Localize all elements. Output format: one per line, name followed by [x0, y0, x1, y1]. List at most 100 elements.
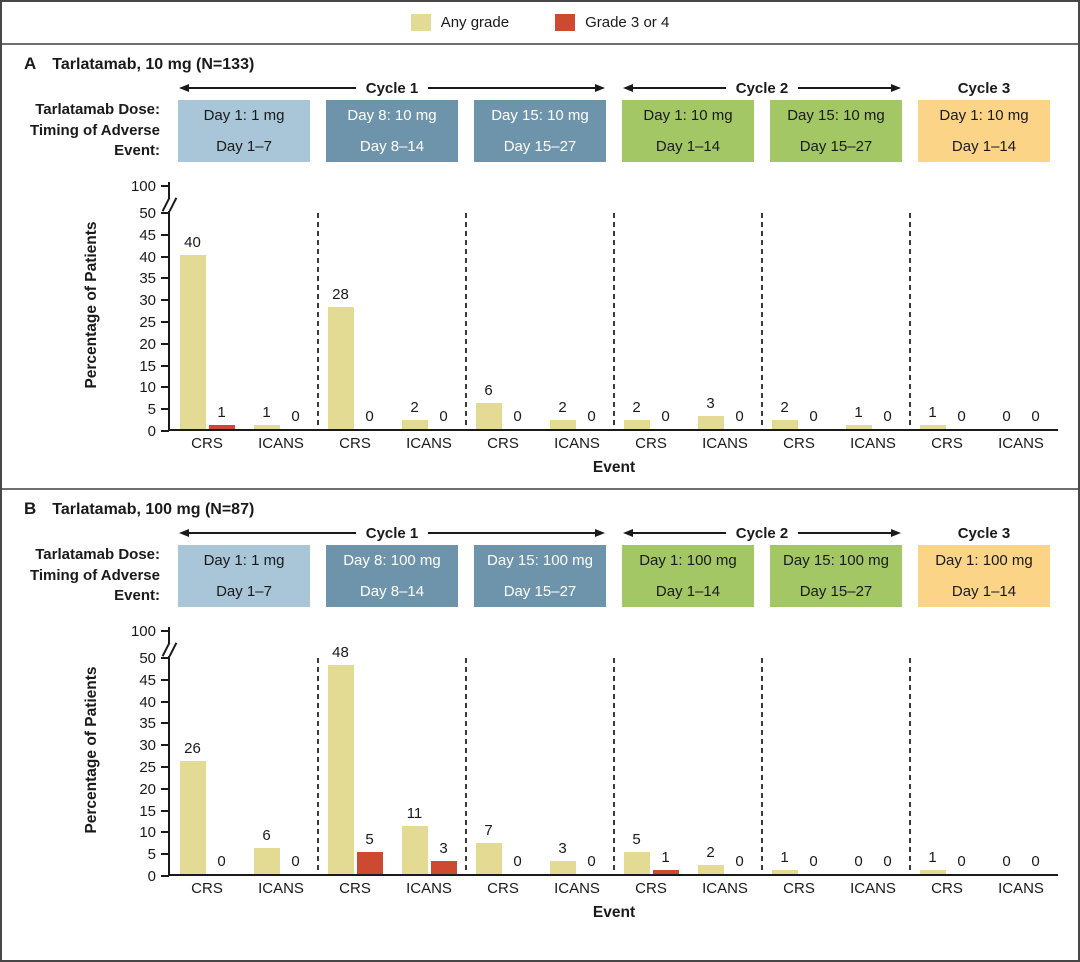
- panel-title-row: A Tarlatamab, 10 mg (N=133): [24, 54, 1058, 74]
- bar-slot: 1: [208, 178, 235, 429]
- bar-slot: 0: [949, 178, 975, 429]
- bar-slot: 1: [652, 623, 679, 874]
- arrow-line: [428, 87, 596, 89]
- y-tick-label: 30: [139, 737, 156, 755]
- y-tick-label: 45: [139, 226, 156, 244]
- bar-slot: 5: [356, 623, 383, 874]
- dose-box: Day 8: 10 mg Day 8–14: [326, 100, 458, 162]
- x-tick-label-icans: ICANS: [998, 880, 1044, 897]
- y-tick-label: 35: [139, 270, 156, 288]
- header-label-1: Tarlatamab Dose:: [35, 101, 160, 118]
- bar-value-label: 0: [513, 853, 522, 870]
- bar-slot: 28: [327, 178, 354, 429]
- bar-slot: 0: [801, 623, 827, 874]
- event-group-crs: 26 0: [170, 623, 244, 874]
- dose-text: Day 15: 10 mg: [787, 107, 885, 124]
- x-label-cell: CRS ICANS: [170, 880, 318, 897]
- bar-slot: 0: [994, 623, 1020, 874]
- bar-slot: 40: [179, 178, 206, 429]
- cycle-label: Cycle 1: [365, 79, 419, 97]
- x-tick-label-crs: CRS: [487, 880, 519, 897]
- y-tick-label: 0: [147, 868, 156, 885]
- arrow-line: [633, 87, 726, 89]
- y-tick-label: 45: [139, 671, 156, 689]
- bar-slot: 6: [253, 623, 280, 874]
- arrow-right-icon: [891, 84, 902, 92]
- chart-area: Percentage of Patients 0 5 10 15 20 25 30 35 40 45…: [22, 623, 1058, 885]
- bar-grade-3-4: [430, 860, 457, 874]
- x-tick-label-icans: ICANS: [406, 435, 452, 452]
- bar-slot: 3: [549, 623, 576, 874]
- dose-box: Day 1: 1 mg Day 1–7: [178, 545, 310, 607]
- bar-slot: 3: [430, 623, 457, 874]
- y-tick-mark: [161, 430, 169, 432]
- bar-slot: 0: [431, 178, 457, 429]
- period-separator: [317, 213, 319, 429]
- x-tick-label-crs: CRS: [783, 880, 815, 897]
- bar-value-label: 3: [558, 839, 567, 857]
- bar-slot: 0: [727, 623, 753, 874]
- cycle-label: Cycle 3: [957, 524, 1011, 542]
- bar-value-label: 0: [1002, 408, 1011, 425]
- bar-value-label: 0: [1031, 408, 1040, 425]
- bar-any-grade: [401, 420, 428, 429]
- bar-value-label: 26: [184, 739, 201, 757]
- y-tick-mark: [161, 212, 169, 214]
- bar-any-grade: [697, 865, 724, 874]
- arrow-line: [798, 532, 892, 534]
- y-tick-mark: [161, 630, 169, 632]
- bar-grade-3-4: [356, 852, 383, 874]
- bar-slot: 0: [727, 178, 753, 429]
- cycle-label: Cycle 1: [365, 524, 419, 542]
- bar-any-grade: [475, 843, 502, 874]
- bar-any-grade: [549, 420, 576, 429]
- bar-value-label: 0: [957, 408, 966, 425]
- x-tick-label-crs: CRS: [191, 880, 223, 897]
- period-cell: 40 1 1 0: [170, 178, 318, 429]
- timing-text: Day 15–27: [503, 138, 577, 155]
- grade-3-4-swatch-icon: [555, 14, 576, 31]
- bar-value-label: 5: [632, 831, 641, 849]
- y-tick-label: 20: [139, 780, 156, 798]
- y-axis-line: [168, 182, 170, 431]
- cycle-span: Cycle 1: [179, 524, 606, 542]
- bar-value-label: 6: [484, 381, 493, 399]
- dose-text: Day 1: 10 mg: [643, 107, 733, 124]
- bar-slot: 0: [283, 178, 309, 429]
- panel-a: A Tarlatamab, 10 mg (N=133) Cycle 1 Cycle 2…: [2, 45, 1078, 490]
- axis-break-icon: [159, 642, 179, 657]
- x-axis-title: Event: [592, 459, 636, 476]
- bar-slot: 1: [845, 178, 872, 429]
- y-axis-line: [168, 627, 170, 876]
- cycle-span: Cycle 2: [623, 525, 902, 542]
- bar-value-label: 0: [735, 408, 744, 425]
- bar-slot: 48: [327, 623, 354, 874]
- bar-any-grade: [253, 847, 280, 874]
- bar-slot: 0: [994, 178, 1020, 429]
- header-labels: Tarlatamab Dose: Timing of Adverse Event:: [22, 545, 170, 607]
- x-tick-label-icans: ICANS: [406, 880, 452, 897]
- bar-value-label: 0: [1031, 853, 1040, 870]
- dose-box: Day 1: 100 mg Day 1–14: [622, 545, 754, 607]
- bar-any-grade: [623, 852, 650, 874]
- bar-slot: 3: [697, 178, 724, 429]
- x-tick-label-icans: ICANS: [258, 880, 304, 897]
- plot-area: 26 0 6 0 48 5 11 3 7 0 3 0 5 1 2 0 1 0 0 0 1 0 0 0: [170, 623, 1058, 876]
- bar-any-grade: [475, 402, 502, 429]
- bar-slot: 1: [771, 623, 798, 874]
- cycle-span: Cycle 2: [623, 80, 902, 97]
- bar-slot: 2: [697, 623, 724, 874]
- bar-slot: 7: [475, 623, 502, 874]
- bar-slot: 0: [653, 178, 679, 429]
- timing-text: Day 15–27: [799, 583, 873, 600]
- x-axis-labels-row: CRS ICANS CRS ICANS CRS ICANS CRS ICANS CRS ICANS…: [22, 880, 1058, 897]
